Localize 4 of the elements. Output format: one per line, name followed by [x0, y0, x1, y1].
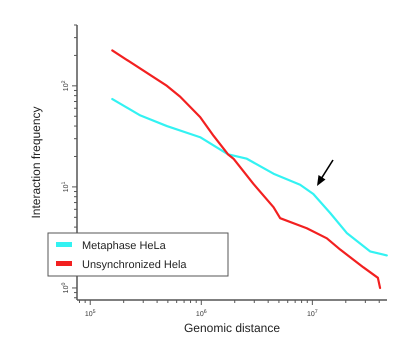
- legend-label: Metaphase HeLa: [82, 240, 167, 252]
- y-axis-title: Interaction frequency: [29, 106, 43, 219]
- x-axis-title: Genomic distance: [184, 321, 280, 335]
- legend-label: Unsynchronized Hela: [82, 259, 188, 271]
